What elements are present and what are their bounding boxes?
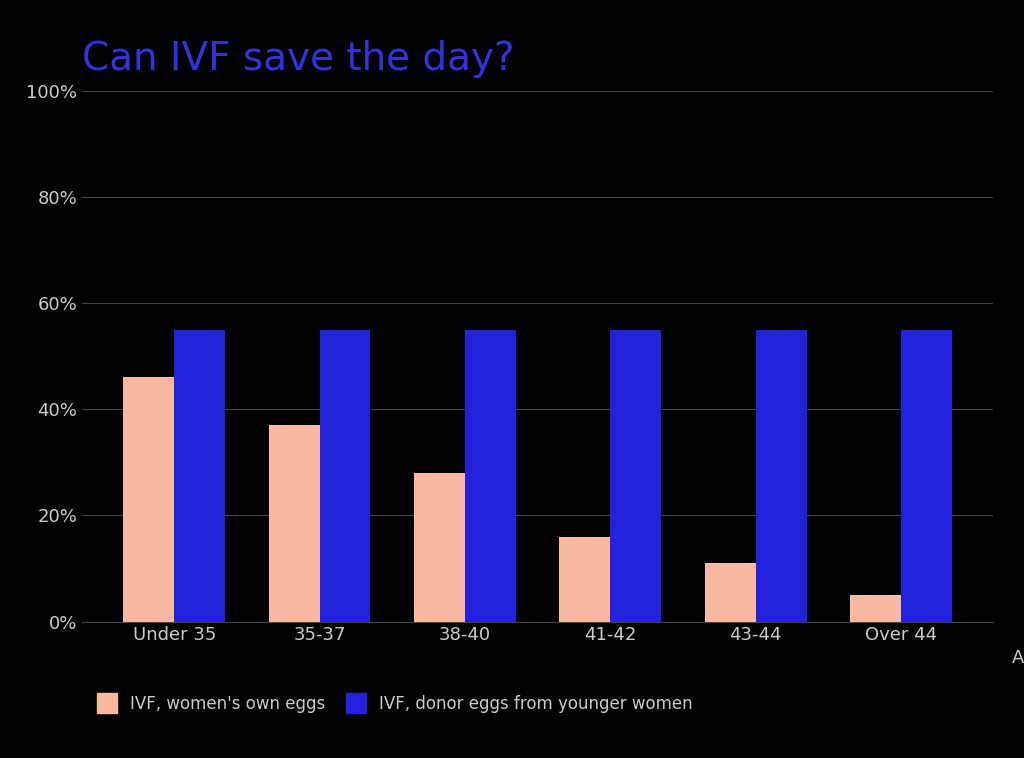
Bar — [268, 425, 319, 622]
Bar — [850, 595, 901, 622]
Bar — [465, 330, 516, 622]
Bar — [705, 563, 756, 622]
Legend: IVF, women's own eggs, IVF, donor eggs from younger women: IVF, women's own eggs, IVF, donor eggs f… — [90, 687, 699, 719]
Bar — [610, 330, 662, 622]
Bar — [901, 330, 952, 622]
Bar — [123, 377, 174, 622]
Bar — [174, 330, 225, 622]
Bar — [319, 330, 371, 622]
Text: Age: Age — [1012, 650, 1024, 667]
Bar — [559, 537, 610, 622]
Text: Can IVF save the day?: Can IVF save the day? — [82, 40, 514, 78]
Bar — [414, 473, 465, 622]
Bar — [756, 330, 807, 622]
